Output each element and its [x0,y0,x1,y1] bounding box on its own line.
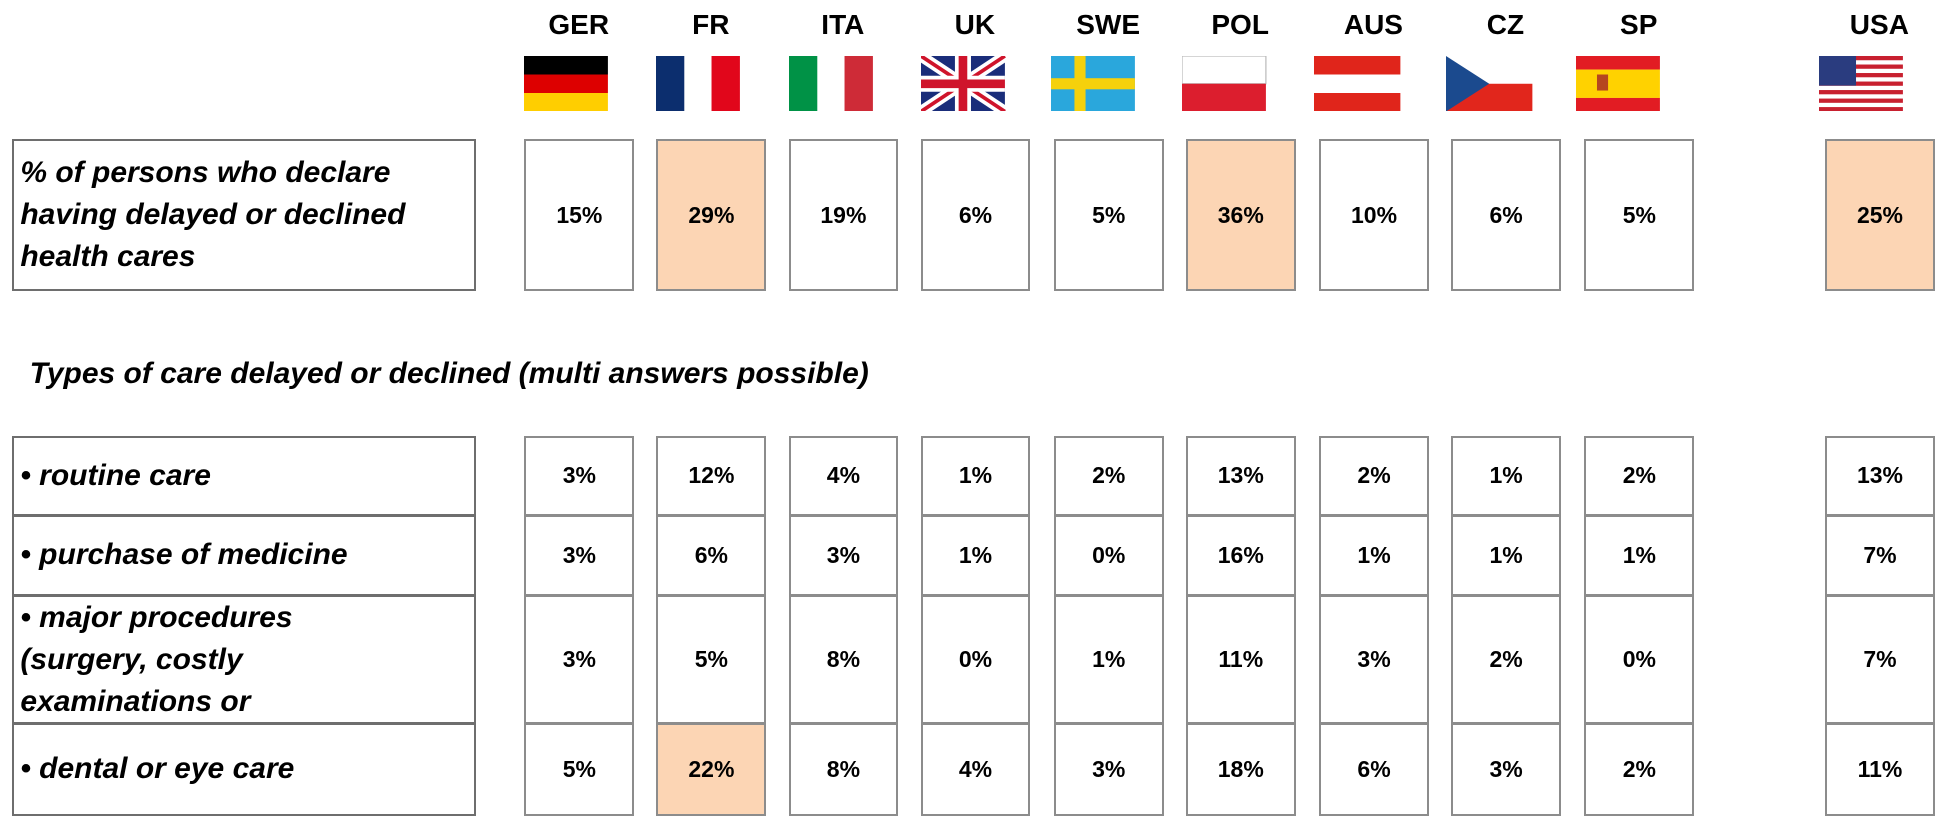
country-header: POL [1211,9,1269,41]
label-line: • purchase of medicine [20,538,348,572]
label-line: • routine care [20,458,211,492]
value-cell: 16% [1185,514,1296,596]
flag [1446,55,1533,112]
label-line: (surgery, costly [20,642,243,676]
value-cell: 6% [1451,139,1561,292]
value-cell: 2% [1053,435,1164,516]
country-header: SP [1620,9,1658,41]
value-cell: 3% [524,435,635,516]
country-header: USA [1849,9,1909,41]
row-label: • major procedures (surgery, costly examin… [12,594,477,725]
flag [920,55,1007,112]
value-cell: 5% [1584,139,1695,292]
flag [524,55,609,112]
value-cell: 11% [1185,594,1296,725]
value-cell: 13% [1185,435,1296,516]
value-cell: 5% [1053,139,1164,292]
label-line: • major procedures [20,600,293,634]
value-cell: 4% [788,435,899,516]
value-cell: 13% [1825,435,1935,516]
value-cell: 8% [788,594,899,725]
value-cell: 36% [1185,139,1296,292]
flag [656,55,741,112]
value-cell: 3% [1319,594,1429,725]
value-cell: 0% [920,594,1031,725]
row-label: % of persons who declare having delayed o… [12,139,477,292]
value-cell: 2% [1319,435,1429,516]
value-cell: 3% [1053,723,1164,816]
country-header: ITA [821,9,865,41]
flag [788,55,873,112]
value-cell: 5% [656,594,767,725]
value-cell: 1% [1451,435,1561,516]
value-cell: 1% [920,514,1031,596]
flag [1575,55,1660,112]
country-header: CZ [1486,9,1525,41]
value-cell: 6% [656,514,767,596]
flag [1051,55,1136,112]
value-cell: 0% [1053,514,1164,596]
flag [1314,55,1401,112]
value-cell: 12% [656,435,767,516]
country-header: SWE [1076,9,1140,41]
value-cell: 11% [1825,723,1935,816]
value-cell: 3% [524,594,635,725]
value-cell: 6% [920,139,1031,292]
value-cell: 8% [788,723,899,816]
value-cell: 3% [524,514,635,596]
country-header: FR [692,9,730,41]
value-cell: 2% [1584,435,1695,516]
label-line: examinations or [20,684,251,718]
value-cell: 1% [920,435,1031,516]
country-header: GER [548,9,610,41]
value-cell: 3% [788,514,899,596]
value-cell: 19% [788,139,899,292]
row-label: • purchase of medicine [12,514,477,596]
label-line: health cares [20,240,196,274]
value-cell: 2% [1451,594,1561,725]
value-cell: 7% [1825,514,1935,596]
value-cell: 22% [656,723,767,816]
value-cell: 3% [1451,723,1561,816]
value-cell: 7% [1825,594,1935,725]
value-cell: 5% [524,723,635,816]
value-cell: 29% [656,139,767,292]
value-cell: 6% [1319,723,1429,816]
row-label: • dental or eye care [12,723,477,816]
value-cell: 0% [1584,594,1695,725]
value-cell: 4% [920,723,1031,816]
value-cell: 2% [1584,723,1695,816]
row-label: • routine care [12,435,477,516]
flag [1818,55,1903,112]
value-cell: 18% [1185,723,1296,816]
label-line: • dental or eye care [20,752,295,786]
page: GER FR ITA UK SWE POL AUS CZ SP USA % of persons w… [12,9,1935,816]
value-cell: 1% [1319,514,1429,596]
value-cell: 25% [1825,139,1935,292]
value-cell: 1% [1451,514,1561,596]
label-line: % of persons who declare [20,156,391,190]
country-header: UK [954,9,996,41]
label-line: having delayed or declined [20,198,406,232]
country-header: AUS [1343,9,1403,41]
flag [1182,55,1267,112]
section-title: Types of care delayed or declined (multi… [29,356,869,390]
value-cell: 10% [1319,139,1429,292]
value-cell: 1% [1584,514,1695,596]
value-cell: 15% [524,139,635,292]
value-cell: 1% [1053,594,1164,725]
